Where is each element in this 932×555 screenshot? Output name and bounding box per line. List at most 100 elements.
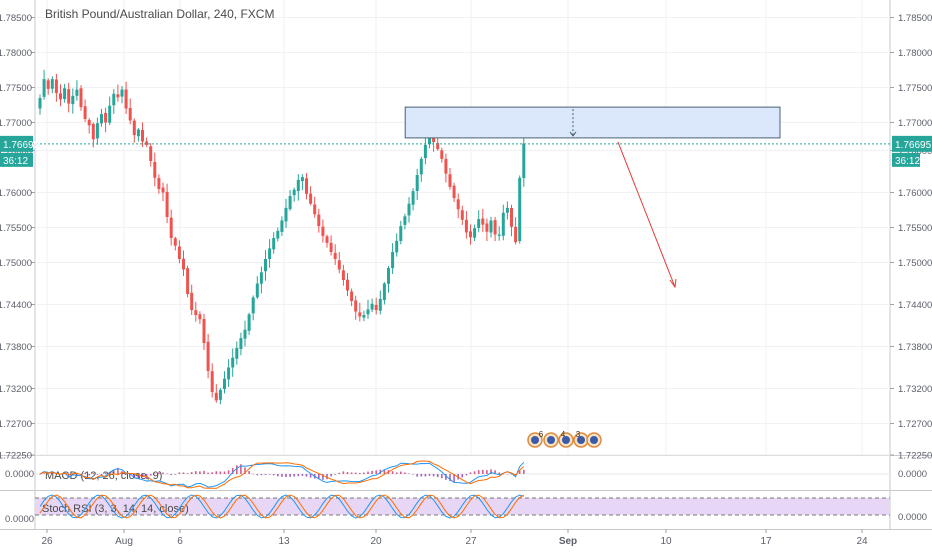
macd-histogram-bar — [461, 474, 464, 478]
candle-body — [75, 89, 79, 96]
event-flag-inner — [562, 436, 570, 444]
macd-histogram-bar — [174, 474, 177, 475]
price-badge-right-timer — [892, 152, 920, 167]
stoch-k-line — [39, 494, 524, 519]
candle-body — [419, 158, 423, 175]
candle-body — [231, 357, 235, 368]
candle-body — [452, 185, 456, 199]
candle-body — [255, 283, 259, 298]
stoch-axis-label-right: 0.0000 — [898, 512, 927, 523]
stoch-label: Stoch RSI (3, 3, 14, 14, close) — [42, 503, 189, 515]
macd-histogram-bar — [289, 474, 291, 477]
candle-body — [321, 226, 325, 236]
candle-body — [514, 226, 518, 243]
candle-body — [259, 272, 263, 284]
resistance-zone[interactable] — [404, 106, 781, 139]
macd-histogram-bar — [133, 474, 136, 479]
macd-histogram-bar — [359, 472, 361, 474]
candle-body — [276, 231, 280, 239]
macd-histogram-bar — [469, 472, 472, 474]
macd-histogram-bar — [301, 474, 304, 476]
macd-histogram-bar — [55, 473, 58, 475]
candle-body — [264, 259, 267, 272]
price-tick-label: 1.76000 — [898, 188, 932, 199]
price-tick-label: 1.72700 — [898, 419, 932, 430]
price-badge-left — [0, 135, 33, 152]
macd-histogram-bar — [182, 472, 185, 474]
macd-histogram-bar — [63, 473, 66, 475]
candle-body — [223, 378, 226, 390]
macd-histogram-bar — [342, 471, 345, 474]
macd-histogram-bar — [170, 474, 172, 476]
macd-histogram-bar — [47, 473, 49, 475]
candle-body — [292, 189, 296, 196]
macd-histogram-bar — [400, 471, 402, 474]
projection-arrow[interactable] — [617, 141, 676, 288]
candle-body — [46, 80, 50, 89]
price-tick-label-left: 1.72700 — [0, 419, 32, 430]
candle-body — [411, 191, 415, 205]
macd-histogram-bar — [203, 470, 205, 474]
macd-histogram-bar — [113, 470, 115, 474]
event-markers[interactable]: 6 4 3 — [527, 430, 602, 448]
candle-body — [120, 89, 124, 97]
candle-body — [444, 158, 448, 174]
price-tick-label: 1.77000 — [898, 118, 932, 129]
candle-body — [358, 312, 362, 317]
macd-histogram-bar — [162, 472, 164, 474]
candle-body — [251, 297, 255, 314]
candle-body — [268, 248, 272, 260]
macd-histogram-bar — [264, 474, 267, 475]
macd-histogram-bar — [391, 471, 394, 474]
macd-histogram-bar — [186, 473, 189, 474]
macd-histogram-bar — [322, 474, 324, 480]
macd-histogram-bar — [297, 474, 300, 477]
macd-pane: MACD (12, 26, close, 9)0.0000 0.0000 — [5, 460, 927, 489]
candle-body — [300, 177, 304, 182]
price-tick-label-left: 1.78000 — [0, 48, 32, 59]
macd-histogram-bar — [248, 470, 250, 474]
candle-body — [112, 93, 116, 106]
candle-body — [510, 208, 513, 227]
date-tick-label: 26 — [41, 536, 53, 547]
candle-body — [280, 220, 284, 232]
macd-histogram-bar — [207, 472, 209, 474]
price-tick-label-left: 1.74400 — [0, 300, 32, 311]
macd-histogram-bar — [473, 471, 476, 474]
macd-histogram-bar — [371, 470, 373, 474]
candle-body — [95, 123, 99, 139]
macd-histogram-bar — [408, 473, 410, 475]
macd-histogram-bar — [104, 472, 107, 474]
candle-body — [501, 212, 505, 236]
candle-body — [202, 318, 206, 343]
macd-histogram-bar — [477, 470, 480, 474]
stoch-pane: Stoch RSI (3, 3, 14, 14, close) 0.0000 0.0… — [5, 494, 927, 525]
candle-body — [173, 238, 177, 246]
candle-body — [481, 218, 485, 225]
candle-body — [104, 112, 108, 123]
macd-histogram-bar — [506, 474, 509, 475]
macd-histogram-bar — [236, 465, 238, 474]
macd-histogram-bar — [211, 472, 213, 474]
candle-body — [83, 106, 87, 119]
price-tick-label: 1.75000 — [898, 258, 932, 269]
macd-histogram-bar — [51, 473, 54, 474]
macd-histogram-bar — [260, 474, 263, 476]
macd-histogram-bar — [523, 469, 525, 474]
macd-histogram-bar — [510, 474, 513, 475]
macd-histogram-bar — [92, 473, 95, 474]
macd-histogram-bar — [281, 474, 283, 477]
macd-histogram-bar — [498, 472, 500, 474]
macd-histogram-bar — [293, 474, 295, 477]
candle-body — [436, 143, 440, 150]
candle-body — [423, 144, 427, 159]
event-flag-inner — [531, 436, 539, 444]
candle-body — [59, 93, 62, 100]
date-tick-label: 17 — [760, 536, 772, 547]
price-badge-left-timer-text: 36:12 — [3, 156, 28, 167]
macd-histogram-bar — [486, 470, 488, 474]
candle-body — [71, 95, 75, 105]
candle-body — [477, 219, 481, 228]
